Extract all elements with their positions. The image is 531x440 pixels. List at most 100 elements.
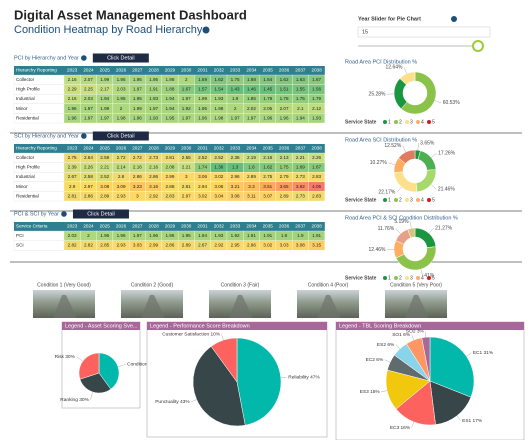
info-icon[interactable] <box>61 211 67 217</box>
year-header: 2027 <box>132 146 143 151</box>
cell-value: 2.55 <box>182 155 191 160</box>
legend-label: 1 <box>388 197 391 203</box>
slice-label: EC3 16% <box>390 425 411 431</box>
leader-line <box>221 334 224 341</box>
corner-label: Service Criteria <box>16 224 48 229</box>
slider-value: 15 <box>362 29 368 35</box>
year-header: 2036 <box>279 146 290 151</box>
cell-value: 1.46 <box>247 87 256 92</box>
slice-label: Condition 40% <box>127 362 159 368</box>
cell-value: 1.91 <box>263 233 272 238</box>
info-icon[interactable] <box>81 133 87 139</box>
slider-label: Year Slider for Pie Chart <box>358 16 421 22</box>
cell-value: 3.02 <box>263 243 272 248</box>
info-icon[interactable] <box>202 26 210 34</box>
cell-value: 1.56 <box>312 87 321 92</box>
legend-label: 4 <box>421 275 424 281</box>
legend-dot <box>394 276 398 280</box>
year-header: 2031 <box>197 146 208 151</box>
legend-dot <box>416 198 420 202</box>
slice-label: Ranking 30% <box>60 397 89 403</box>
cell-value: 2.73 <box>149 155 158 160</box>
header-row <box>14 144 325 153</box>
leader-line <box>425 331 427 338</box>
slice-label: SO1 6% <box>392 332 411 338</box>
year-header: 2037 <box>295 224 306 229</box>
slice <box>415 169 437 193</box>
cell-value: 2.86 <box>165 243 174 248</box>
year-header: 2032 <box>214 68 225 73</box>
cell-value: 2.52 <box>100 174 109 179</box>
cell-value: 2.9 <box>69 184 76 189</box>
legend-dot <box>416 276 420 280</box>
info-icon[interactable] <box>81 55 87 61</box>
slice-label: EC1 31% <box>473 350 494 356</box>
cell-value: 2.17 <box>100 87 109 92</box>
cell-value: 1.96 <box>100 233 109 238</box>
button[interactable] <box>72 209 129 219</box>
legend-label: 5 <box>432 119 435 125</box>
info-icon[interactable] <box>451 16 457 22</box>
legend-label: 3 <box>410 119 413 125</box>
cell-value: 2.93 <box>117 243 126 248</box>
slice-label: Risk 30% <box>55 354 76 360</box>
cell-value: 2.16 <box>149 165 158 170</box>
cell-value: 1.85 <box>247 96 256 101</box>
cell-value: 1.79 <box>263 96 272 101</box>
cell-value: 2.83 <box>312 174 321 179</box>
cell-value: 3.08 <box>100 184 109 189</box>
slice-label: SO2 3% <box>406 328 425 334</box>
cell-value: 3.03 <box>133 243 142 248</box>
cell-value: 1.51 <box>280 87 289 92</box>
panel-title: Legend - Asset Scoring Sve... <box>65 323 138 329</box>
donut-title: Road Area PCI & SCI Condition Distributi… <box>345 215 458 221</box>
slice-label: 12.52% <box>384 143 402 149</box>
legend-label: 5 <box>432 197 435 203</box>
section-title: PCI & SCI by Year <box>14 211 59 217</box>
cell-value: 1.97 <box>84 115 93 120</box>
year-header: 2029 <box>165 224 176 229</box>
button[interactable] <box>92 131 149 141</box>
legend-dot <box>405 198 409 202</box>
cell-value: 3.02 <box>214 174 223 179</box>
cell-value: 2.16 <box>263 155 272 160</box>
cell-value: 2.72 <box>117 155 126 160</box>
cell-value: 2.13 <box>280 155 289 160</box>
cell-value: 2.75 <box>263 174 272 179</box>
slice-label: Customer Satisfaction 10% <box>162 332 221 338</box>
cell-value: 2.82 <box>84 243 93 248</box>
cell-value: 1.96 <box>68 106 77 111</box>
year-header: 2029 <box>165 68 176 73</box>
year-header: 2034 <box>246 146 257 151</box>
panel-title: Legend - Performance Score Breakdown <box>150 323 250 329</box>
leader-line <box>395 344 401 350</box>
cell-value: 1.91 <box>247 233 256 238</box>
legend-label: 3 <box>410 197 413 203</box>
row-label: Minor <box>16 106 28 111</box>
legend-dot <box>427 276 431 280</box>
slice <box>407 227 416 239</box>
leader-line <box>466 352 472 357</box>
button[interactable] <box>92 53 149 63</box>
year-header: 2034 <box>246 224 257 229</box>
year-header: 2026 <box>116 146 127 151</box>
leader-line <box>381 390 388 393</box>
slice-label: ES2 6% <box>377 342 395 348</box>
slice <box>400 71 437 115</box>
cell-value: 2.99 <box>165 174 174 179</box>
cell-value: 2.16 <box>68 96 77 101</box>
slice-label: 11.76% <box>378 226 395 232</box>
cell-value: 2.96 <box>247 243 256 248</box>
year-header: 2030 <box>181 68 192 73</box>
cell-value: 3.23 <box>133 184 142 189</box>
cell-value: 3.65 <box>280 184 289 189</box>
slice-label: 60.53% <box>443 100 461 106</box>
legend-title: Service State <box>345 275 377 281</box>
cell-value: 2.73 <box>296 193 305 198</box>
cell-value: 3.06 <box>214 184 223 189</box>
slider-input[interactable] <box>357 26 491 38</box>
year-header: 2038 <box>312 224 323 229</box>
slider-thumb[interactable] <box>472 40 484 52</box>
cell-value: 2.05 <box>263 106 272 111</box>
year-header: 2023 <box>67 146 78 151</box>
